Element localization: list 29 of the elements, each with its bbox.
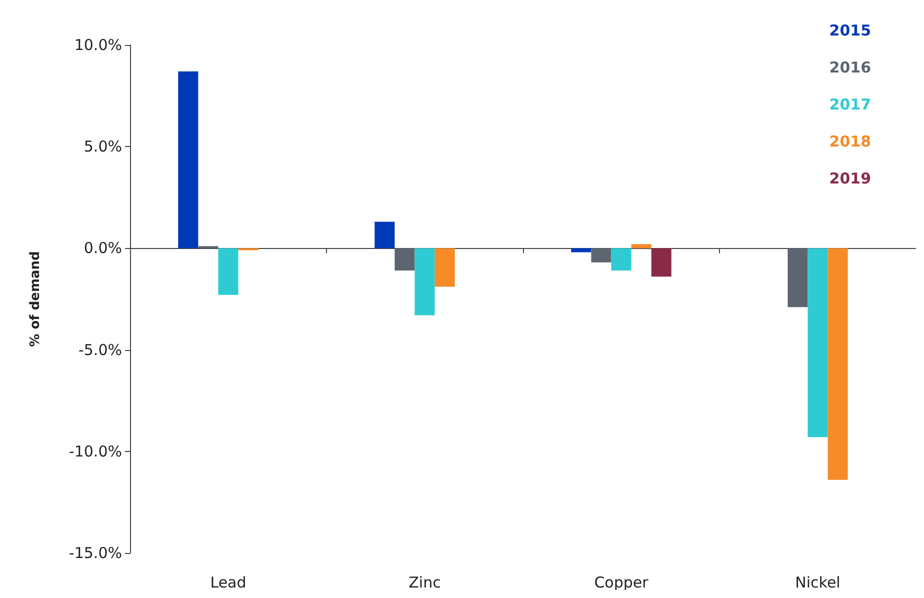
bar (178, 71, 198, 248)
bar (788, 248, 808, 308)
text: 2015 (829, 22, 871, 40)
x-tick-label: Nickel (795, 574, 840, 592)
bar (434, 248, 455, 287)
y-tick-label: -5.0% (78, 340, 122, 359)
bar (414, 248, 435, 316)
bar (591, 248, 612, 262)
y-tick-label: -15.0% (68, 544, 122, 562)
bar (394, 248, 415, 271)
bar (218, 248, 238, 295)
y-tick-label: 10.0% (74, 36, 122, 54)
text: 2016 (829, 58, 871, 76)
bar (611, 248, 632, 271)
bar (374, 222, 395, 248)
bar (808, 248, 828, 438)
bar (828, 248, 848, 480)
bar (651, 248, 672, 277)
x-tick-label: Zinc (408, 574, 441, 592)
text: 2017 (829, 96, 871, 114)
y-tick-label: 5.0% (84, 138, 122, 156)
y-axis-title: % of demand (28, 251, 43, 347)
bar (631, 244, 652, 248)
text: 2018 (829, 132, 871, 150)
x-tick-label: Lead (210, 574, 246, 592)
bar (571, 248, 592, 252)
y-tick-label: -10.0% (68, 442, 122, 460)
text: 2019 (829, 170, 871, 188)
y-tick-label: 0.0% (84, 239, 122, 258)
